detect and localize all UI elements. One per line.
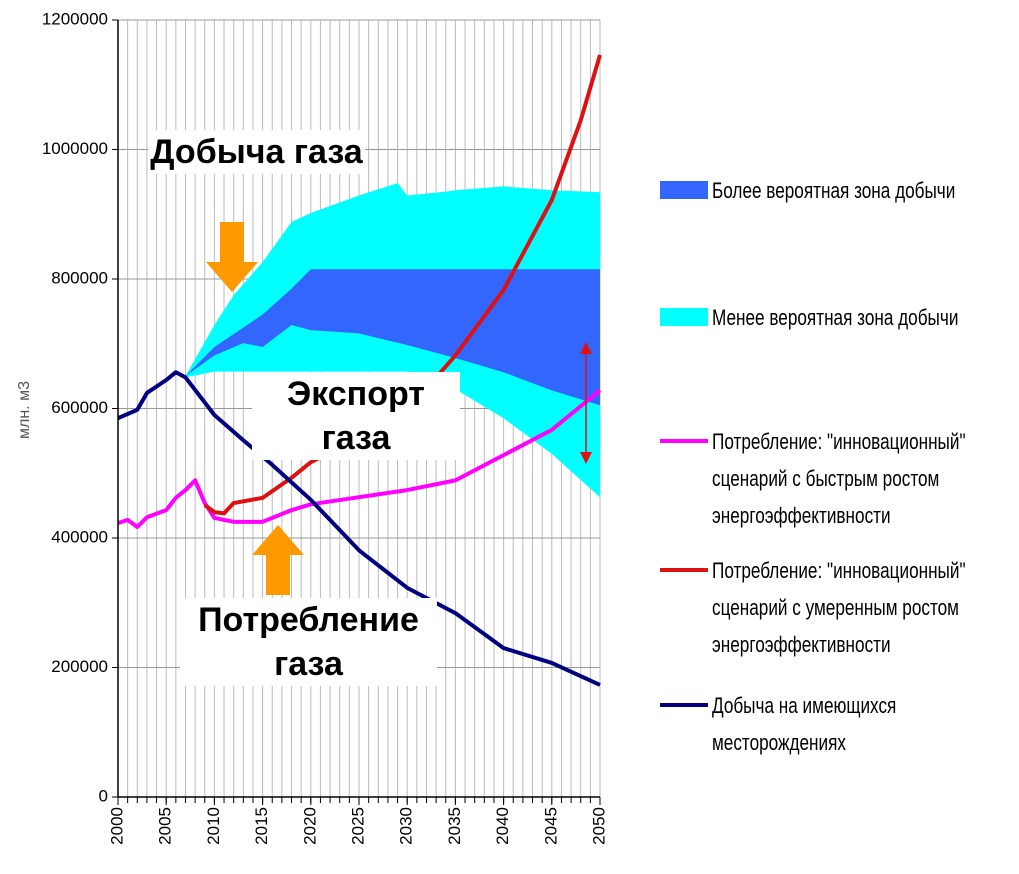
x-tick-label: 2050	[589, 807, 608, 845]
y-tick-label: 400000	[51, 527, 108, 546]
arrow-up	[252, 525, 304, 595]
arrow-down	[206, 222, 258, 292]
y-tick-label: 1200000	[42, 9, 108, 28]
x-tick-label: 2010	[204, 807, 223, 845]
x-tick-label: 2035	[445, 807, 464, 845]
x-tick-label: 2025	[348, 807, 367, 845]
line	[117, 388, 602, 529]
legend-label: Более вероятная зона добычи	[712, 178, 956, 203]
legend-label: Менее вероятная зона добычи	[712, 305, 959, 330]
band-area	[185, 269, 601, 406]
x-tick-label: 2030	[397, 807, 416, 845]
legend-label: Потребление: "инновационный" сценарий с …	[712, 558, 966, 657]
x-tick-label: 2040	[493, 807, 512, 845]
legend-swatch	[660, 308, 708, 326]
annotation-box: Добыча газа	[148, 130, 365, 174]
y-tick-label: 0	[99, 786, 108, 805]
y-tick-label: 200000	[51, 657, 108, 676]
y-tick-label: 1000000	[42, 139, 108, 158]
x-tick-label: 2015	[252, 807, 271, 845]
y-tick-label: 800000	[51, 268, 108, 287]
annotation-box: Экспорт газа	[252, 372, 460, 460]
legend-swatch	[660, 181, 708, 199]
x-tick-label: 2005	[156, 807, 175, 845]
x-tick-label: 2045	[541, 807, 560, 845]
annotation-box: Потребление газа	[180, 598, 437, 686]
y-tick-label: 600000	[51, 398, 108, 417]
legend-label: Добыча на имеющихся месторождениях	[712, 693, 897, 755]
x-tick-label: 2000	[107, 807, 126, 845]
x-tick-label: 2020	[300, 807, 319, 845]
y-axis-label: млн. м3	[16, 381, 33, 439]
legend-label: Потребление: "инновационный" сценарий с …	[712, 429, 966, 528]
